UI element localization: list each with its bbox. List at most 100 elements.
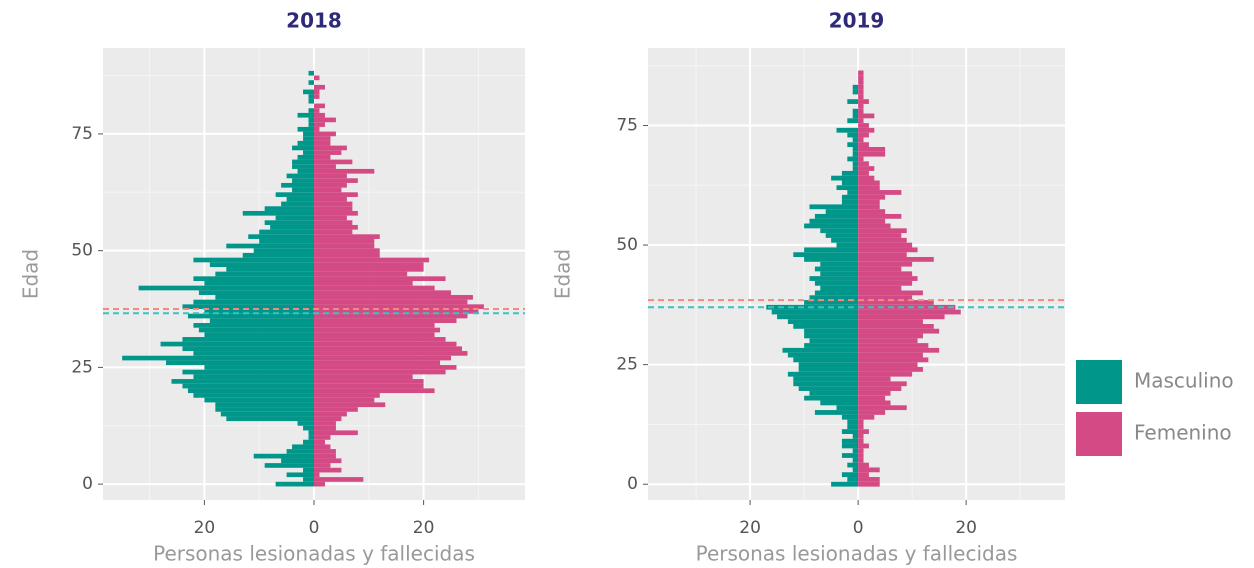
bar <box>858 467 880 473</box>
bar <box>858 481 880 487</box>
bar <box>841 453 859 458</box>
y-tick-label: 25 <box>71 357 93 377</box>
bar <box>314 295 473 300</box>
bar <box>259 229 314 235</box>
bar <box>858 137 864 143</box>
bar <box>314 210 358 216</box>
bar <box>858 185 880 191</box>
bar <box>858 323 934 329</box>
bar <box>275 215 314 221</box>
bar <box>858 472 869 478</box>
bar <box>858 371 913 377</box>
x-tick-label: 0 <box>309 518 320 538</box>
bar <box>858 424 864 430</box>
bar <box>858 252 907 258</box>
bar <box>314 187 342 193</box>
bar <box>314 145 347 151</box>
bar <box>314 234 380 239</box>
bar <box>314 318 457 324</box>
bar <box>858 228 907 234</box>
bar <box>858 414 875 420</box>
bar <box>286 472 314 478</box>
bar <box>314 159 353 165</box>
bar <box>264 206 314 211</box>
bar <box>314 182 347 188</box>
bar <box>314 365 457 370</box>
bar <box>314 397 375 403</box>
bar <box>841 170 859 176</box>
bar <box>858 266 902 272</box>
bar <box>314 192 358 197</box>
bar <box>847 142 859 148</box>
bar <box>858 405 907 411</box>
bar <box>858 477 880 482</box>
bar <box>209 262 314 267</box>
bar <box>292 159 314 165</box>
bar <box>841 180 859 186</box>
bar <box>193 276 314 282</box>
bar <box>852 166 859 171</box>
bar <box>825 233 859 238</box>
bar <box>858 127 875 133</box>
bar <box>314 313 468 319</box>
bar <box>858 113 875 119</box>
bar <box>858 352 923 358</box>
bar <box>314 206 353 211</box>
bar <box>858 123 869 128</box>
bar <box>314 346 462 352</box>
bar <box>858 453 864 458</box>
bar <box>281 182 314 188</box>
bar <box>314 224 358 230</box>
bar <box>215 402 314 408</box>
bar <box>314 262 424 267</box>
bar <box>841 199 859 205</box>
bar <box>314 252 380 258</box>
bar <box>858 362 918 368</box>
bar <box>804 328 859 334</box>
bar <box>314 248 380 253</box>
bar <box>852 89 859 95</box>
bar <box>314 229 353 235</box>
bar <box>253 453 314 459</box>
bar <box>852 467 859 473</box>
bar <box>292 444 314 450</box>
bar <box>297 154 314 160</box>
bar <box>858 166 875 171</box>
bar <box>858 99 869 104</box>
bar <box>314 150 342 155</box>
bar <box>858 84 864 90</box>
bar <box>314 472 320 478</box>
bar <box>858 147 886 152</box>
bar <box>303 425 314 431</box>
bar <box>858 223 891 229</box>
bar <box>187 313 314 319</box>
bar <box>814 213 859 219</box>
bar <box>292 164 314 169</box>
bar <box>858 237 907 243</box>
bar <box>858 151 886 157</box>
bar <box>314 276 446 282</box>
bar <box>270 224 314 230</box>
bar <box>314 351 468 356</box>
bar <box>852 448 859 454</box>
bar <box>858 108 864 114</box>
bar <box>226 416 314 422</box>
bar <box>825 209 859 214</box>
bar <box>308 70 314 76</box>
bar <box>314 215 347 221</box>
bar <box>858 438 864 444</box>
bar <box>297 168 314 174</box>
bar <box>314 388 435 394</box>
bar <box>292 187 314 193</box>
bar <box>852 161 859 167</box>
bar <box>793 252 859 258</box>
bar <box>858 285 902 291</box>
bar <box>281 458 314 464</box>
bar <box>858 443 869 449</box>
bar <box>314 131 336 137</box>
bar <box>852 108 859 114</box>
bar <box>193 323 314 328</box>
bar <box>314 168 375 174</box>
bar <box>858 276 918 281</box>
bar <box>782 347 859 353</box>
